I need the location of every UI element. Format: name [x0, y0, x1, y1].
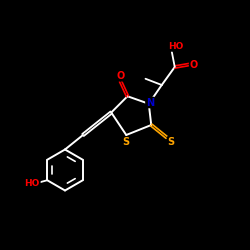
- Text: S: S: [123, 137, 130, 147]
- Text: HO: HO: [168, 42, 184, 51]
- Text: O: O: [116, 71, 124, 81]
- Text: O: O: [190, 60, 198, 70]
- Text: N: N: [146, 98, 154, 108]
- Text: S: S: [168, 137, 175, 147]
- Text: HO: HO: [24, 180, 40, 188]
